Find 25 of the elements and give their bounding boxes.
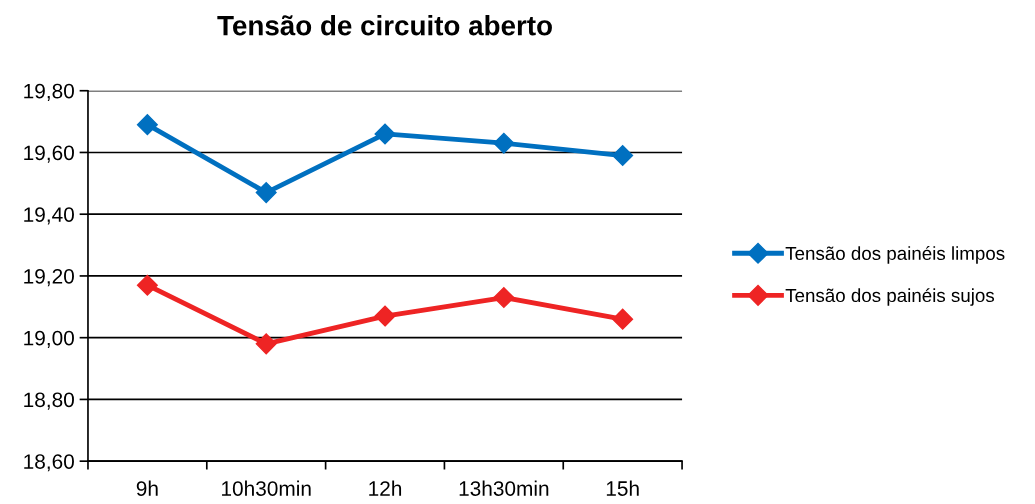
- y-tick-label: 19,80: [24, 83, 74, 101]
- x-tick-label: 15h: [606, 480, 639, 496]
- point: [136, 114, 158, 136]
- point: [612, 145, 634, 167]
- point: [255, 333, 277, 355]
- legend-label: Tensão dos painéis limpos: [785, 246, 1005, 264]
- point: [374, 305, 396, 327]
- point: [612, 308, 634, 330]
- point: [493, 132, 515, 154]
- x-tick-label: 13h30min: [459, 480, 549, 496]
- x-tick-label: 10h30min: [222, 480, 311, 496]
- y-tick-label: 18,80: [24, 392, 74, 410]
- y-tick-label: 19,20: [24, 268, 74, 287]
- chart-title: Tensão de circuito aberto: [217, 15, 552, 36]
- point: [255, 182, 277, 204]
- y-tick-label: 19,60: [24, 145, 74, 163]
- y-tick-label: 19,00: [24, 330, 74, 348]
- point: [493, 287, 515, 309]
- y-tick-label: 18,60: [24, 454, 74, 472]
- legend-label: Tensão dos painéis sujos: [785, 288, 995, 306]
- y-tick-label: 19,40: [24, 207, 74, 225]
- point: [136, 274, 158, 296]
- x-tick-label: 12h: [369, 480, 402, 496]
- point: [374, 123, 396, 145]
- x-tick-label: 9h: [136, 480, 158, 496]
